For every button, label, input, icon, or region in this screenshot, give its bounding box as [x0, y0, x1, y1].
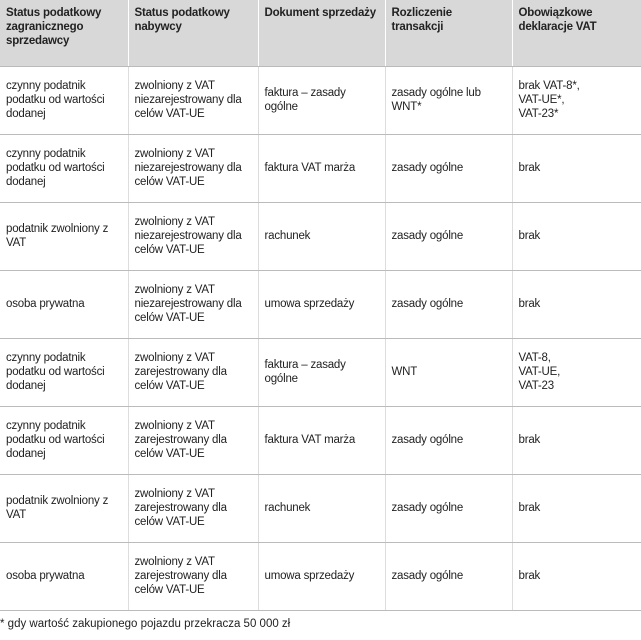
table-row: osoba prywatna zwolniony z VAT niezarejes…	[0, 270, 641, 339]
table-cell: czynny podatnik podatku od wartości doda…	[0, 406, 128, 475]
table-cell: czynny podatnik podatku od wartości doda…	[0, 338, 128, 407]
table-cell: faktura VAT marża	[257, 134, 385, 203]
table-cell: zwolniony z VAT niezarejestrowany dla ce…	[127, 134, 258, 203]
table-cell: zasady ogólne	[384, 474, 512, 543]
table-cell: zwolniony z VAT zarejestrowany dla celów…	[127, 474, 258, 543]
table-cell: osoba prywatna	[0, 542, 128, 611]
table-row: podatnik zwolniony z VAT zwolniony z VAT …	[0, 474, 641, 543]
table-cell: rachunek	[257, 474, 385, 543]
table-cell: zwolniony z VAT zarejestrowany dla celów…	[127, 542, 258, 611]
table-cell: brak	[511, 134, 641, 203]
table-cell: zwolniony z VAT zarejestrowany dla celów…	[127, 338, 258, 407]
table-cell: brak	[511, 474, 641, 543]
table-cell: czynny podatnik podatku od wartości doda…	[0, 134, 128, 203]
table-cell: umowa sprzedaży	[257, 270, 385, 339]
table-cell: faktura – zasady ogólne	[257, 338, 385, 407]
table-cell: brak	[511, 270, 641, 339]
header-cell: Status podatkowy zagranicznego sprzedawc…	[0, 0, 128, 67]
table-row: osoba prywatna zwolniony z VAT zarejestro…	[0, 542, 641, 611]
table-cell: osoba prywatna	[0, 270, 128, 339]
table-row: czynny podatnik podatku od wartości doda…	[0, 134, 641, 203]
table-row: czynny podatnik podatku od wartości doda…	[0, 406, 641, 475]
table-cell: faktura – zasady ogólne	[257, 66, 385, 135]
table-cell: zasady ogólne	[384, 406, 512, 475]
table-cell: zwolniony z VAT niezarejestrowany dla ce…	[127, 270, 258, 339]
table-cell: zasady ogólne	[384, 270, 512, 339]
table-cell: umowa sprzedaży	[257, 542, 385, 611]
table-cell: rachunek	[257, 202, 385, 271]
header-cell: Obowiązkowe deklaracje VAT	[511, 0, 641, 67]
header-cell: Rozliczenie transakcji	[384, 0, 512, 67]
table-row: podatnik zwolniony z VAT zwolniony z VAT …	[0, 202, 641, 271]
table-cell: zwolniony z VAT niezarejestrowany dla ce…	[127, 202, 258, 271]
table-cell: VAT-8, VAT-UE, VAT-23	[511, 338, 641, 407]
table-cell: faktura VAT marża	[257, 406, 385, 475]
table-cell: zasady ogólne lub WNT*	[384, 66, 512, 135]
table-cell: zasady ogólne	[384, 542, 512, 611]
header-cell: Status podatkowy nabywcy	[127, 0, 258, 67]
table-cell: zwolniony z VAT zarejestrowany dla celów…	[127, 406, 258, 475]
table-cell: brak	[511, 406, 641, 475]
table-cell: czynny podatnik podatku od wartości doda…	[0, 66, 128, 135]
header-row: Status podatkowy zagranicznego sprzedawc…	[0, 0, 641, 67]
header-cell: Dokument sprzedaży	[257, 0, 385, 67]
table-cell: podatnik zwolniony z VAT	[0, 474, 128, 543]
vat-table: Status podatkowy zagranicznego sprzedawc…	[0, 0, 641, 611]
table-cell: brak	[511, 202, 641, 271]
table-cell: brak	[511, 542, 641, 611]
footnote: * gdy wartość zakupionego pojazdu przekr…	[0, 618, 291, 630]
table-cell: brak VAT-8*, VAT-UE*, VAT-23*	[511, 66, 641, 135]
table-cell: podatnik zwolniony z VAT	[0, 202, 128, 271]
table-row: czynny podatnik podatku od wartości doda…	[0, 66, 641, 135]
table-cell: WNT	[384, 338, 512, 407]
table-cell: zasady ogólne	[384, 134, 512, 203]
table-row: czynny podatnik podatku od wartości doda…	[0, 338, 641, 407]
table-cell: zwolniony z VAT niezarejestrowany dla ce…	[127, 66, 258, 135]
table-cell: zasady ogólne	[384, 202, 512, 271]
